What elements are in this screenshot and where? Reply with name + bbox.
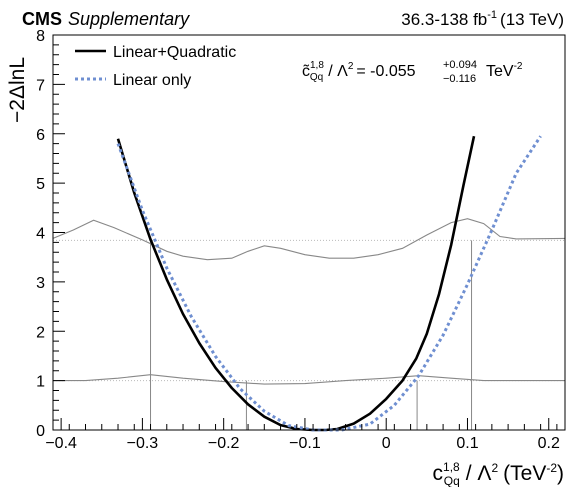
overlay-curve-1 [53, 374, 565, 385]
x-title-middle: / Λ [466, 462, 492, 485]
result-symbol: c̃ [302, 63, 310, 80]
x-axis-title: c1,8 Qq / Λ2 (TeV-2) [433, 460, 564, 487]
result-unit: TeV-2 [486, 61, 523, 80]
y-axis-title: −2ΔlnL [6, 57, 29, 123]
y-tick-label-6: 6 [36, 127, 45, 144]
y-tick-label-0: 0 [36, 423, 45, 440]
interval-markers [150, 240, 473, 430]
data-series [116, 135, 542, 432]
x-title-unit-sup: -2 [546, 461, 557, 475]
plot-frame [52, 34, 566, 431]
legend-label-linear-only: Linear only [113, 72, 191, 89]
result-unit-text: TeV [486, 63, 514, 80]
result-lambda-sup: 2 [348, 61, 354, 72]
result-annotation: c̃1,8 Qq / Λ2 = -0.055 [302, 60, 416, 83]
luminosity-label: 36.3-138 fb-1 (13 TeV) [401, 9, 564, 29]
lumi-sup: -1 [487, 9, 497, 21]
result-lambda: / Λ [328, 63, 348, 80]
lumi-text: 36.3-138 fb [401, 10, 487, 29]
y-tick-label-5: 5 [36, 176, 45, 193]
x-tick-label-1: −0.3 [127, 435, 159, 452]
x-tick-label-3: −0.1 [289, 435, 321, 452]
y-tick-label-2: 2 [36, 324, 45, 341]
x-title-middle-sup: 2 [491, 461, 498, 475]
y-tick-label-1: 1 [36, 374, 45, 391]
result-unit-sup: -2 [514, 61, 523, 72]
x-tick-label-0: −0.4 [45, 435, 77, 452]
y-tick-label-4: 4 [36, 226, 45, 243]
y-tick-label-7: 7 [36, 77, 45, 94]
x-tick-label-2: −0.2 [208, 435, 240, 452]
x-tick-label-5: 0.1 [456, 435, 478, 452]
ticks [52, 34, 558, 431]
result-err-down: −0.116 [443, 73, 476, 85]
series-line-0 [116, 135, 476, 432]
legend-label-linear-quadratic: Linear+Quadratic [113, 44, 236, 61]
x-title-sub: Qq [444, 474, 460, 487]
overlay-curve-0 [52, 218, 566, 261]
result-err-up: +0.094 [443, 59, 477, 71]
result-symbol-sub: Qq [310, 72, 323, 83]
experiment-label: CMS [22, 9, 62, 29]
x-title-base: c [433, 462, 444, 485]
x-tick-label-6: 0.2 [538, 435, 560, 452]
x-tick-label-4: 0 [382, 435, 391, 452]
result-symbol-sup: 1,8 [310, 60, 324, 71]
x-title-sup: 1,8 [443, 460, 460, 474]
x-title-unit-close: ) [557, 462, 564, 485]
series-line-1 [116, 135, 542, 432]
grid-reference-lines [53, 239, 565, 382]
y-tick-label-3: 3 [36, 275, 45, 292]
y-tick-label-8: 8 [36, 28, 45, 45]
supplementary-label: Supplementary [68, 9, 190, 29]
overlay-curves [52, 218, 566, 385]
tick-labels: −0.4 −0.3 −0.2 −0.1 0 0.1 0.2 0 1 2 3 4 5 6 7 8 [36, 28, 560, 452]
x-title-unit-open: (TeV [503, 462, 546, 485]
result-value: = -0.055 [356, 63, 415, 80]
legend: Linear+Quadratic Linear only [75, 44, 236, 89]
lumi-energy: (13 TeV) [500, 10, 564, 29]
